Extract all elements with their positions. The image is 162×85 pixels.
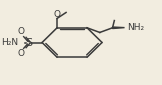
- Text: O: O: [18, 49, 25, 58]
- Polygon shape: [113, 27, 125, 29]
- Text: O: O: [54, 10, 61, 19]
- Text: O: O: [18, 27, 25, 36]
- Text: H₂N: H₂N: [1, 38, 18, 47]
- Text: S: S: [25, 37, 32, 48]
- Text: NH₂: NH₂: [127, 23, 144, 32]
